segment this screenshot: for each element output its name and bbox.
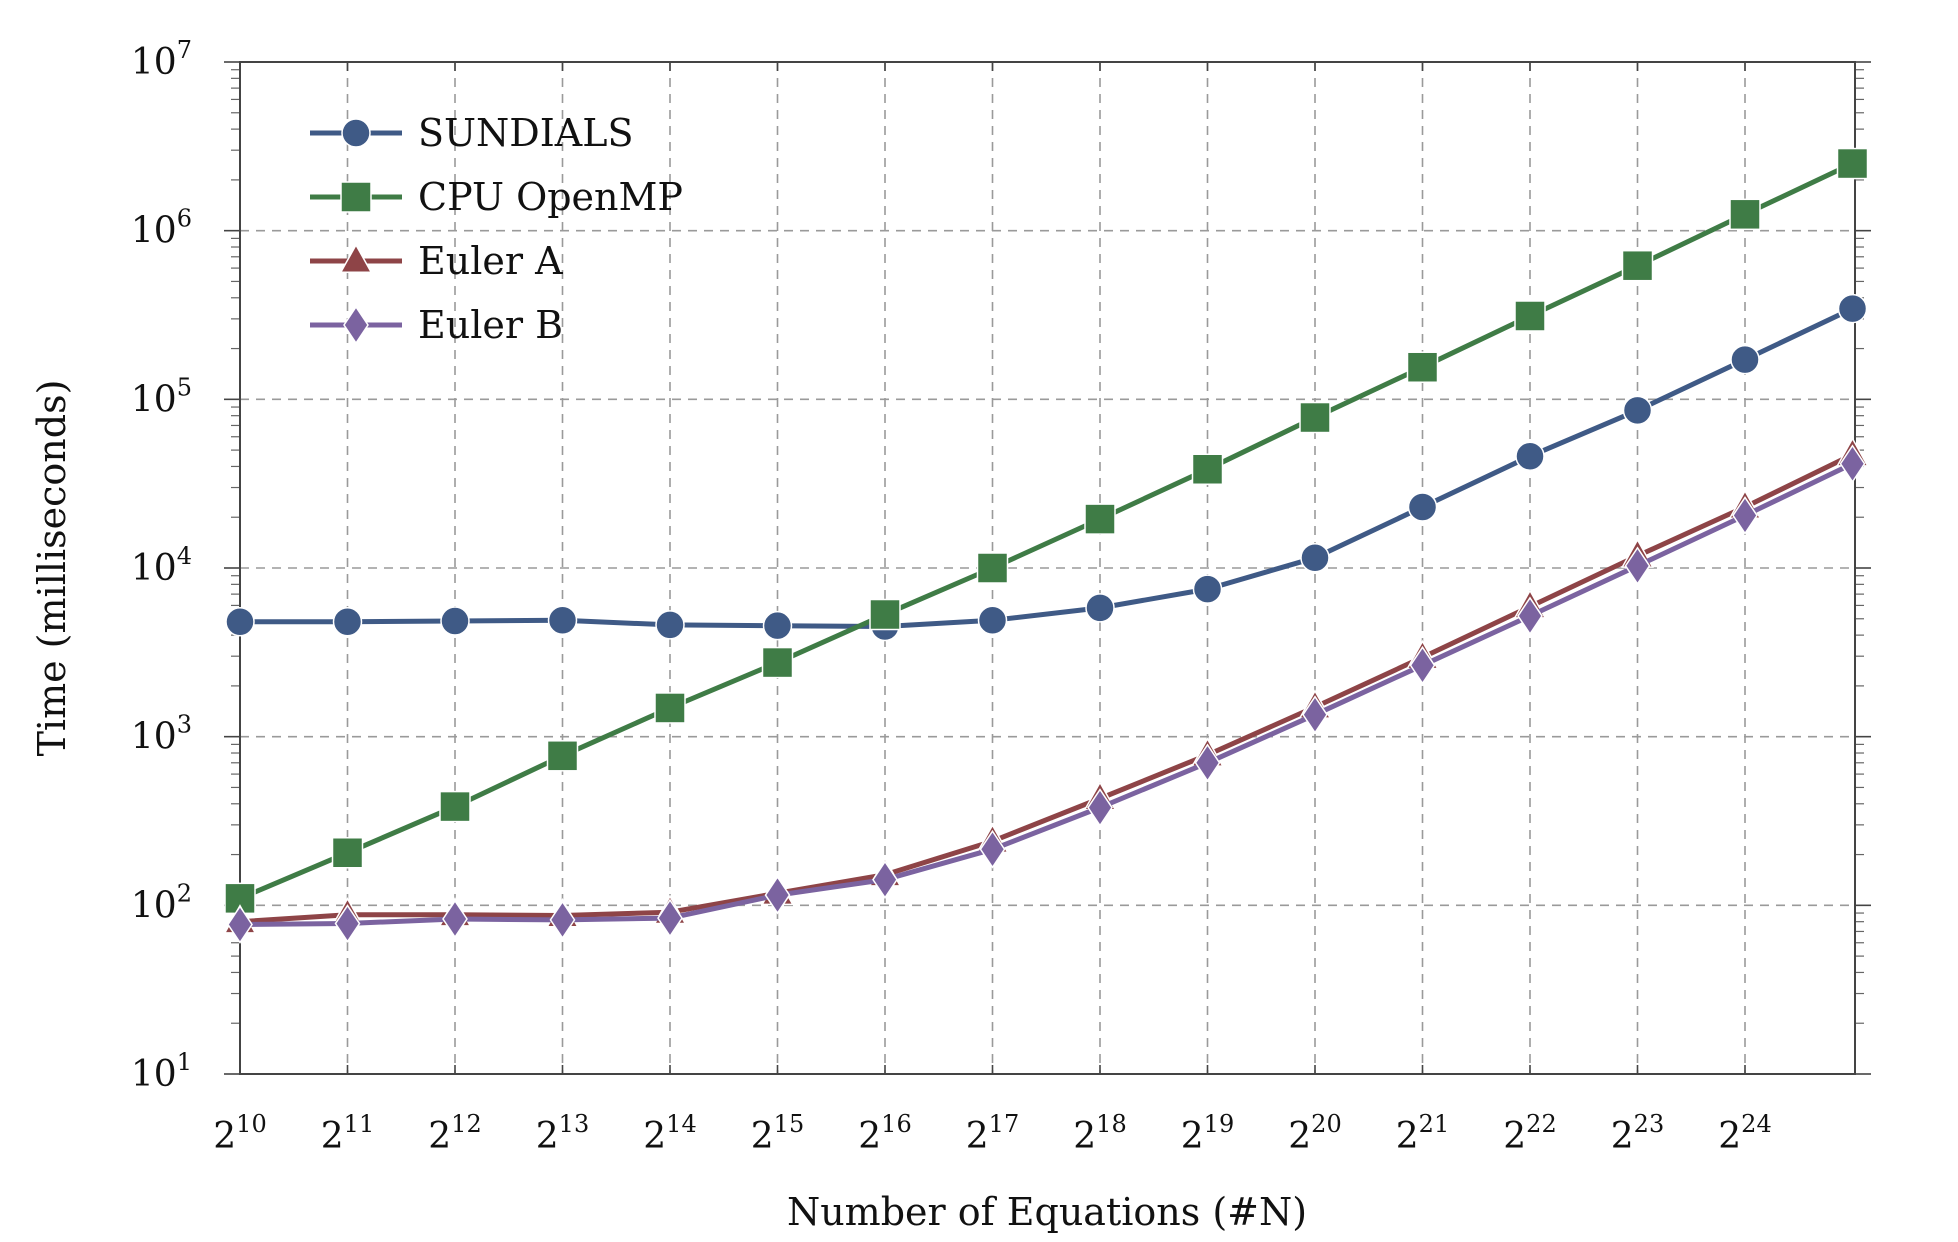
- data-point-square: [331, 837, 364, 869]
- y-tick-label: 103: [131, 711, 192, 758]
- x-tick-label: 215: [751, 1110, 804, 1157]
- data-point-circle: [1730, 344, 1760, 375]
- y-tick-label: 104: [131, 542, 192, 589]
- data-point-circle: [762, 610, 793, 641]
- legend-label: SUNDIALS: [418, 111, 634, 155]
- plot-frame: [239, 61, 1856, 1075]
- series-sundials: [225, 293, 1868, 642]
- legend-label: CPU OpenMP: [418, 175, 683, 219]
- data-point-circle: [1837, 293, 1868, 324]
- data-point-square: [761, 646, 794, 679]
- data-point-circle: [1407, 492, 1438, 522]
- y-tick-label: 101: [131, 1048, 192, 1095]
- data-point-diamond: [343, 305, 369, 345]
- legend-label: Euler A: [418, 239, 563, 283]
- y-tick-label: 107: [131, 36, 192, 83]
- data-point-square: [654, 692, 686, 724]
- legend: SUNDIALS CPU OpenMP Euler A Euler B: [310, 111, 683, 347]
- x-tick-label: 222: [1503, 1110, 1556, 1157]
- data-point-diamond: [549, 900, 576, 940]
- data-point-diamond: [442, 899, 468, 939]
- grid: [240, 62, 1855, 1074]
- data-point-square: [1729, 198, 1761, 231]
- y-tick-label: 102: [131, 879, 192, 926]
- data-point-square: [340, 181, 372, 213]
- series-line: [239, 452, 1854, 925]
- data-point-diamond: [1732, 496, 1758, 535]
- legend-item-sundials: SUNDIALS: [310, 111, 634, 155]
- legend-item-euler-a: Euler A: [310, 239, 563, 283]
- data-point-square: [1084, 503, 1116, 535]
- x-tick-label: 223: [1611, 1110, 1664, 1157]
- data-point-square: [1514, 300, 1546, 332]
- x-tick-label: 210: [213, 1110, 266, 1157]
- data-point-diamond: [979, 829, 1006, 869]
- data-point-circle: [225, 607, 255, 637]
- data-point-diamond: [764, 875, 791, 915]
- data-point-square: [546, 740, 579, 772]
- data-point-square: [1191, 453, 1224, 486]
- data-point-circle: [1085, 593, 1115, 623]
- data-point-diamond: [1624, 546, 1651, 586]
- data-point-square: [869, 598, 901, 631]
- data-point-circle: [655, 610, 685, 640]
- x-tick-label: 213: [536, 1110, 589, 1157]
- x-tick-label: 212: [428, 1110, 481, 1157]
- data-point-diamond: [1409, 645, 1436, 685]
- y-tick-labels: 101 102 103 104 105 106 107: [131, 36, 192, 1095]
- data-point-circle: [440, 606, 470, 636]
- x-tick-label: 220: [1288, 1110, 1341, 1157]
- data-point-diamond: [1087, 788, 1113, 827]
- y-axis-title: Time (milliseconds): [30, 380, 74, 757]
- x-tick-label: 224: [1718, 1110, 1771, 1157]
- data-point-circle: [332, 607, 363, 637]
- x-tick-label: 216: [858, 1110, 911, 1157]
- x-tick-label: 219: [1181, 1110, 1234, 1157]
- legend-item-euler-b: Euler B: [310, 303, 563, 347]
- data-point-diamond: [872, 860, 898, 899]
- x-tick-labels: 210 211 212 213 214 215 216 217 218 219 220 221 222 2…: [213, 1110, 1771, 1157]
- x-tick-label: 218: [1073, 1110, 1126, 1157]
- series-euler-b: [227, 444, 1866, 944]
- series-layer: [223, 147, 1869, 944]
- data-point-circle: [1622, 395, 1653, 426]
- legend-label: Euler B: [418, 303, 563, 347]
- data-point-square: [1406, 351, 1439, 383]
- legend-item-cpu-openmp: CPU OpenMP: [310, 175, 683, 219]
- data-point-square: [1299, 401, 1331, 434]
- x-tick-label: 214: [643, 1110, 696, 1157]
- data-point-circle: [977, 605, 1008, 636]
- data-point-diamond: [227, 905, 253, 944]
- data-point-diamond: [657, 898, 683, 938]
- x-tick-label: 221: [1396, 1110, 1449, 1157]
- data-point-square: [976, 552, 1009, 584]
- data-point-square: [1836, 147, 1869, 180]
- data-point-square: [439, 790, 471, 823]
- series-line: [239, 461, 1854, 927]
- x-tick-label: 211: [321, 1110, 374, 1157]
- y-tick-label: 106: [131, 205, 192, 252]
- data-point-circle: [1515, 441, 1545, 471]
- series-cpu-openmp: [224, 147, 1869, 915]
- data-point-circle: [1300, 543, 1330, 573]
- data-point-square: [1621, 249, 1654, 282]
- data-point-circle: [547, 605, 578, 636]
- series-line: [240, 306, 1854, 629]
- data-point-diamond: [1517, 596, 1543, 636]
- y-tick-label: 105: [131, 373, 192, 420]
- data-point-triangle: [339, 243, 373, 273]
- data-point-diamond: [1194, 743, 1221, 783]
- x-tick-label: 217: [966, 1110, 1019, 1157]
- x-axis-title: Number of Equations (#N): [787, 1190, 1307, 1234]
- data-point-diamond: [334, 904, 361, 943]
- data-point-diamond: [1302, 695, 1328, 735]
- data-point-circle: [341, 118, 371, 148]
- data-point-diamond: [1839, 444, 1866, 484]
- series-line: [239, 161, 1854, 901]
- data-point-circle: [1192, 574, 1223, 604]
